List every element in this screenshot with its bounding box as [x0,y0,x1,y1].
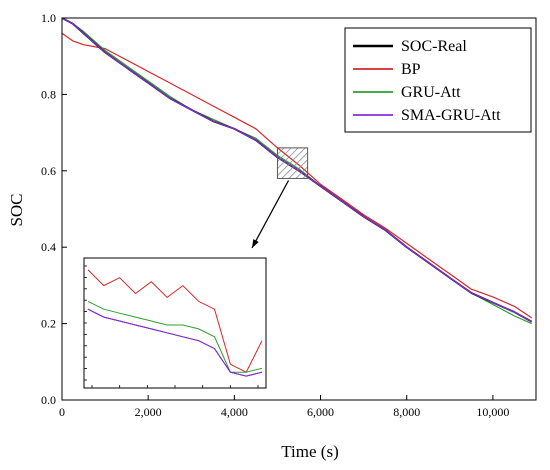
x-tick-label: 10,000 [476,405,509,419]
plot-frame [61,17,537,401]
y-tick-label: 1.0 [41,11,56,25]
y-tick-label: 0.6 [41,164,56,178]
legend-label: SOC-Real [401,38,467,55]
x-tick-label: 2,000 [135,405,162,419]
tick-labels: 0 2,000 4,000 6,000 8,000 10,000 0.0 0.2 0.4 0.6 0… [41,11,509,419]
legend: SOC-Real BP GRU-Att SMA-GRU-Att [344,27,532,133]
y-tick-label: 0.8 [41,87,56,101]
zoom-arrow [251,180,290,249]
x-axis-title: Time (s) [281,442,338,461]
y-tick-label: 0.0 [41,393,56,407]
legend-label: GRU-Att [401,84,461,101]
legend-label: SMA-GRU-Att [401,107,501,124]
inset-line-bp [87,269,263,373]
x-tick-label: 0 [59,405,65,419]
axes [61,17,537,401]
x-tick-label: 4,000 [221,405,248,419]
inset-line-gru-att [87,300,263,373]
zoom-arrow-head [252,239,259,248]
x-tick-label: 6,000 [307,405,334,419]
series-lines [61,17,533,325]
x-tick-label: 8,000 [393,405,420,419]
legend-label: BP [401,61,421,78]
inset-zoom-panel [83,180,290,389]
y-tick-label: 0.4 [41,240,56,254]
y-tick-label: 0.2 [41,317,56,331]
inset-line-sma-gru-att [87,308,263,377]
y-axis-title: SOC [7,193,26,226]
zoom-region-box [276,147,309,179]
